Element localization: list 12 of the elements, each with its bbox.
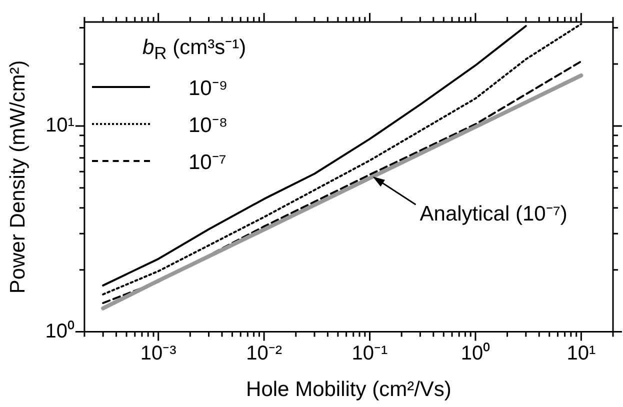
legend-title: b$_{R}$ (cm³s⁻¹) (142, 35, 246, 64)
x-axis-title: Hole Mobility (cm²/Vs) (246, 378, 452, 402)
x-tick-label: 10⁻¹ (352, 342, 388, 364)
legend-label: 10⁻⁷ (188, 150, 226, 175)
legend-label: 10⁻⁸ (188, 112, 228, 138)
x-tick-label: 10⁻² (246, 342, 282, 364)
x-tick-label: 10⁻³ (140, 342, 177, 364)
y-axis-title: Power Density (mW/cm²) (6, 60, 30, 294)
annotation: Analytical (10⁻⁷) (420, 202, 568, 226)
legend-label: 10⁻⁹ (188, 76, 228, 101)
x-tick-label: 10⁰ (460, 341, 490, 364)
x-tick-label: 10¹ (566, 342, 596, 364)
